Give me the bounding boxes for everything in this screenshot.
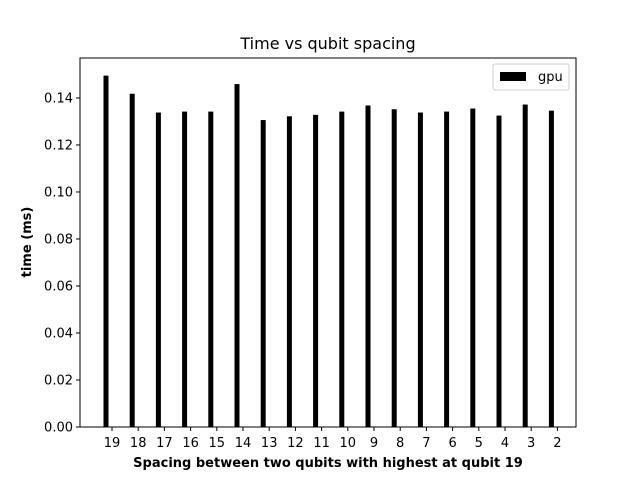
x-axis-title: Spacing between two qubits with highest … xyxy=(133,456,523,471)
x-tick-label: 12 xyxy=(287,436,304,451)
legend: gpu xyxy=(492,63,570,91)
x-tick-label: 2 xyxy=(553,436,561,451)
bar-gpu-9 xyxy=(365,105,371,427)
legend-swatch-gpu xyxy=(500,72,526,81)
x-tick-label: 11 xyxy=(313,436,330,451)
x-tick-label: 8 xyxy=(396,436,404,451)
x-tick-label: 15 xyxy=(209,436,226,451)
bar-series-gpu xyxy=(103,75,554,428)
bar-gpu-15 xyxy=(208,111,214,427)
legend-label-gpu: gpu xyxy=(538,70,563,85)
x-tick-label: 3 xyxy=(527,436,535,451)
x-tick-label: 18 xyxy=(130,436,147,451)
bar-gpu-18 xyxy=(129,93,135,427)
x-tick-label: 7 xyxy=(422,436,430,451)
bar-gpu-3 xyxy=(522,104,528,427)
legend-box xyxy=(492,63,570,91)
x-tick-label: 16 xyxy=(182,436,199,451)
x-tick-label: 6 xyxy=(448,436,456,451)
bar-gpu-7 xyxy=(417,112,423,427)
bar-gpu-13 xyxy=(260,120,266,428)
bar-gpu-11 xyxy=(313,114,319,427)
bar-gpu-4 xyxy=(496,115,502,427)
chart-title: Time vs qubit spacing xyxy=(239,34,415,53)
x-tick-label: 4 xyxy=(501,436,509,451)
x-tick-label: 5 xyxy=(475,436,483,451)
x-tick-label: 19 xyxy=(104,436,121,451)
x-tick-label: 13 xyxy=(261,436,278,451)
bar-gpu-19 xyxy=(103,75,109,427)
bar-gpu-14 xyxy=(234,84,240,427)
y-tick-label: 0.08 xyxy=(44,232,73,247)
bar-gpu-12 xyxy=(286,116,292,427)
y-tick-label: 0.14 xyxy=(44,91,73,106)
bar-gpu-8 xyxy=(391,109,397,428)
bar-gpu-6 xyxy=(444,111,450,427)
y-tick-label: 0.02 xyxy=(44,373,73,388)
x-tick-label: 9 xyxy=(370,436,378,451)
bar-gpu-16 xyxy=(182,111,188,427)
plot-frame xyxy=(79,57,577,428)
x-tick-label: 17 xyxy=(156,436,173,451)
y-tick-label: 0.10 xyxy=(44,185,73,200)
x-tick-label: 10 xyxy=(340,436,357,451)
bar-gpu-2 xyxy=(548,110,554,428)
bar-gpu-10 xyxy=(339,111,345,427)
y-tick-label: 0.04 xyxy=(44,326,73,341)
bar-gpu-5 xyxy=(470,108,476,427)
x-axis: 19 18 17 16 15 14 13 12 11 10 9 8 7 6 5 4 3 2 xyxy=(104,427,562,451)
y-tick-label: 0.00 xyxy=(44,421,73,436)
y-axis: 0.00 0.02 0.04 0.06 0.08 0.10 0.12 0.14 xyxy=(44,91,80,436)
bar-gpu-17 xyxy=(155,112,161,427)
y-axis-title: time (ms) xyxy=(20,207,35,278)
y-tick-label: 0.12 xyxy=(44,138,73,153)
y-tick-label: 0.06 xyxy=(44,279,73,294)
x-tick-label: 14 xyxy=(235,436,252,451)
